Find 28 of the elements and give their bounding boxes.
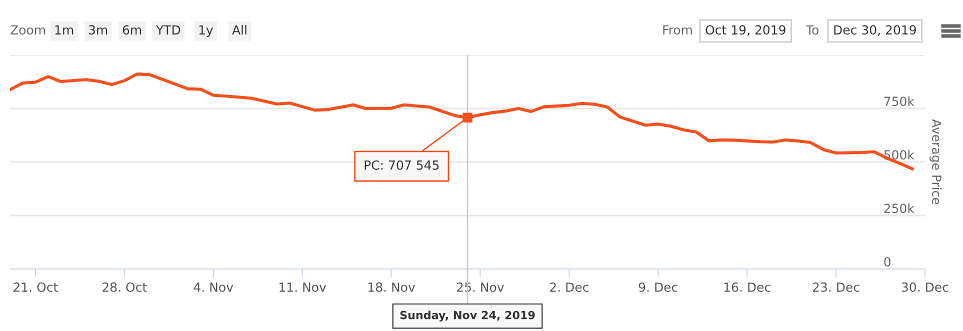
y-tick-label: 0	[884, 257, 890, 267]
x-tick-label: 11. Nov	[280, 282, 326, 292]
ref-line-label: Sunday, Nov 24, 2019	[400, 310, 535, 322]
x-tick-label: 2. Dec	[550, 282, 588, 292]
x-tick-label: 23. Dec	[812, 282, 860, 292]
x-tick-label: 9. Dec	[638, 282, 678, 292]
text: Dec 30, 2019	[834, 25, 916, 36]
text: To	[806, 25, 818, 35]
text: 3m	[88, 25, 108, 35]
text: 1y	[199, 25, 213, 38]
y-tick-label: 250k	[884, 203, 914, 214]
x-tick-label: 28. Oct	[102, 282, 147, 292]
text: Oct 19, 2019	[706, 25, 786, 36]
text: 1m	[55, 25, 74, 34]
x-tick-label: 21. Oct	[14, 282, 58, 292]
text: From	[663, 25, 692, 35]
x-tick-label: 4. Nov	[194, 282, 234, 292]
text: YTD	[156, 25, 180, 34]
x-tick-label: 16. Dec	[724, 282, 770, 292]
text: Zoom	[10, 25, 45, 35]
x-tick-label: 30. Dec	[902, 282, 948, 292]
text: 6m	[122, 25, 142, 35]
y-tick-label: 750k	[884, 96, 914, 106]
text: All	[232, 24, 246, 34]
annotation: PC: 707 545	[364, 160, 439, 170]
x-tick-label: 18. Nov	[368, 282, 415, 292]
y-tick-label: 500k	[884, 150, 914, 160]
y-axis-title: Average Price	[930, 119, 942, 204]
